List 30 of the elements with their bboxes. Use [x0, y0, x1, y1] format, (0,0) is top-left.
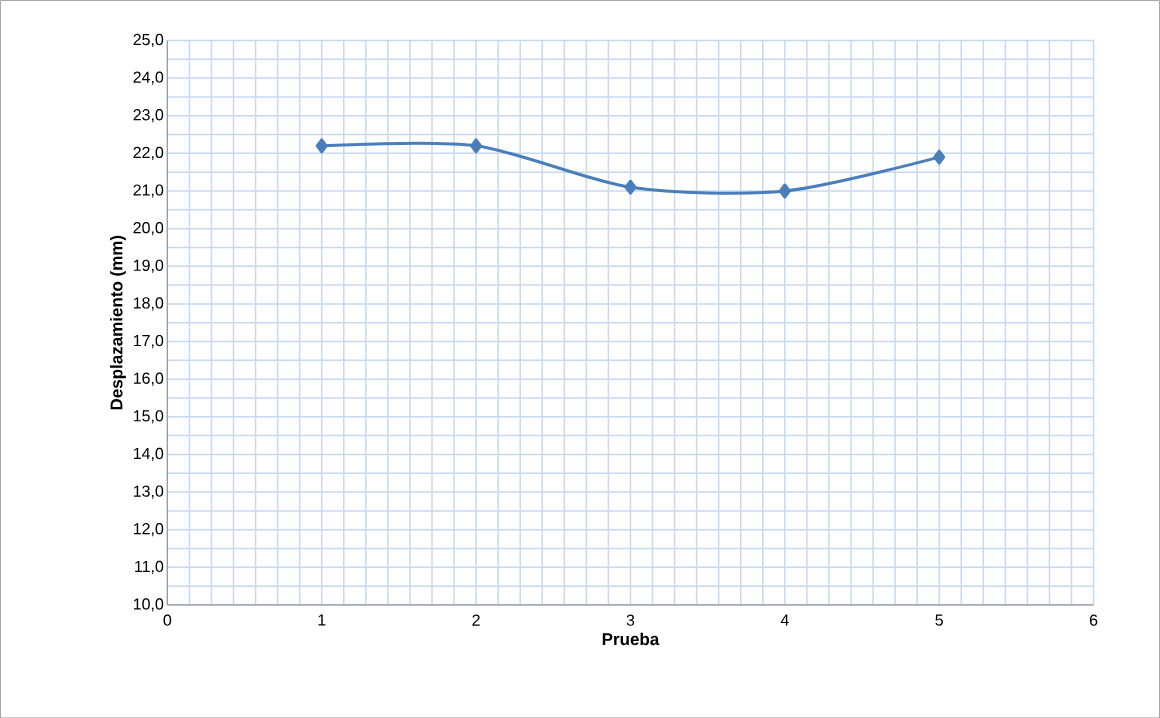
x-tick-label: 0 — [163, 614, 172, 626]
x-axis-title: Prueba — [602, 632, 660, 645]
y-tick-label: 15,0 — [133, 410, 164, 424]
y-tick-label: 17,0 — [133, 334, 164, 348]
y-tick-label: 18,0 — [133, 297, 164, 311]
y-axis-title: Desplazamiento (mm) — [110, 235, 126, 410]
x-tick-label: 2 — [472, 614, 480, 626]
y-tick-label: 22,0 — [133, 146, 164, 160]
x-tick-label: 1 — [318, 614, 326, 626]
y-tick-label: 21,0 — [133, 184, 164, 198]
y-tick-label: 20,0 — [133, 221, 164, 236]
point — [778, 183, 791, 199]
y-tick-label: 12,0 — [133, 522, 164, 537]
y-tick-label: 14,0 — [133, 447, 164, 461]
x-tick-label: 6 — [1089, 614, 1098, 626]
point — [933, 149, 946, 165]
y-tick-label: 11,0 — [135, 560, 164, 574]
y-tick-label: 16,0 — [133, 372, 164, 386]
point — [315, 138, 328, 154]
x-tick-label: 5 — [935, 614, 943, 626]
y-tick-label: 19,0 — [133, 259, 164, 273]
point — [470, 138, 483, 154]
y-tick-label: 24,0 — [133, 71, 164, 85]
point — [624, 179, 637, 195]
y-tick-label: 13,0 — [133, 485, 164, 499]
y-tick-label: 10,0 — [133, 598, 164, 612]
x-tick-label: 3 — [626, 614, 635, 626]
y-tick-label: 25,0 — [133, 33, 164, 47]
x-tick-label: 4 — [780, 614, 789, 626]
y-tick-label: 23,0 — [133, 108, 164, 123]
